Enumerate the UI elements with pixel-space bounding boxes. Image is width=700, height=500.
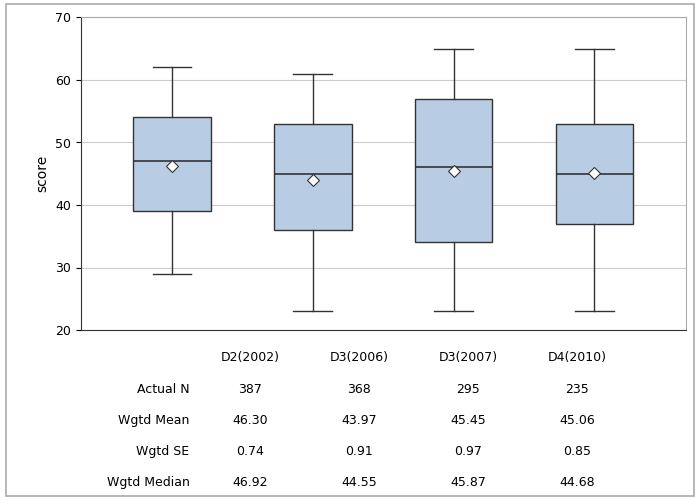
Text: 0.74: 0.74: [236, 446, 264, 458]
Text: Actual N: Actual N: [137, 384, 190, 396]
Text: 0.97: 0.97: [454, 446, 482, 458]
Text: 295: 295: [456, 384, 480, 396]
Text: 43.97: 43.97: [341, 414, 377, 428]
Text: D3(2007): D3(2007): [438, 351, 498, 364]
Text: 45.87: 45.87: [450, 476, 486, 490]
Y-axis label: score: score: [35, 155, 49, 192]
Text: Wgtd SE: Wgtd SE: [136, 446, 190, 458]
Text: Wgtd Mean: Wgtd Mean: [118, 414, 190, 428]
Text: 0.91: 0.91: [345, 446, 373, 458]
Text: 46.92: 46.92: [232, 476, 268, 490]
PathPatch shape: [274, 124, 351, 230]
PathPatch shape: [556, 124, 634, 224]
Text: D2(2002): D2(2002): [220, 351, 279, 364]
Text: 235: 235: [565, 384, 589, 396]
Text: 368: 368: [347, 384, 371, 396]
Text: 44.68: 44.68: [559, 476, 595, 490]
Text: 46.30: 46.30: [232, 414, 268, 428]
Text: 387: 387: [238, 384, 262, 396]
Text: 45.45: 45.45: [450, 414, 486, 428]
Text: 0.85: 0.85: [563, 446, 591, 458]
Text: 44.55: 44.55: [341, 476, 377, 490]
PathPatch shape: [133, 118, 211, 211]
Text: D4(2010): D4(2010): [547, 351, 606, 364]
Text: Wgtd Median: Wgtd Median: [106, 476, 190, 490]
PathPatch shape: [415, 99, 492, 242]
Text: D3(2006): D3(2006): [330, 351, 389, 364]
Text: 45.06: 45.06: [559, 414, 595, 428]
